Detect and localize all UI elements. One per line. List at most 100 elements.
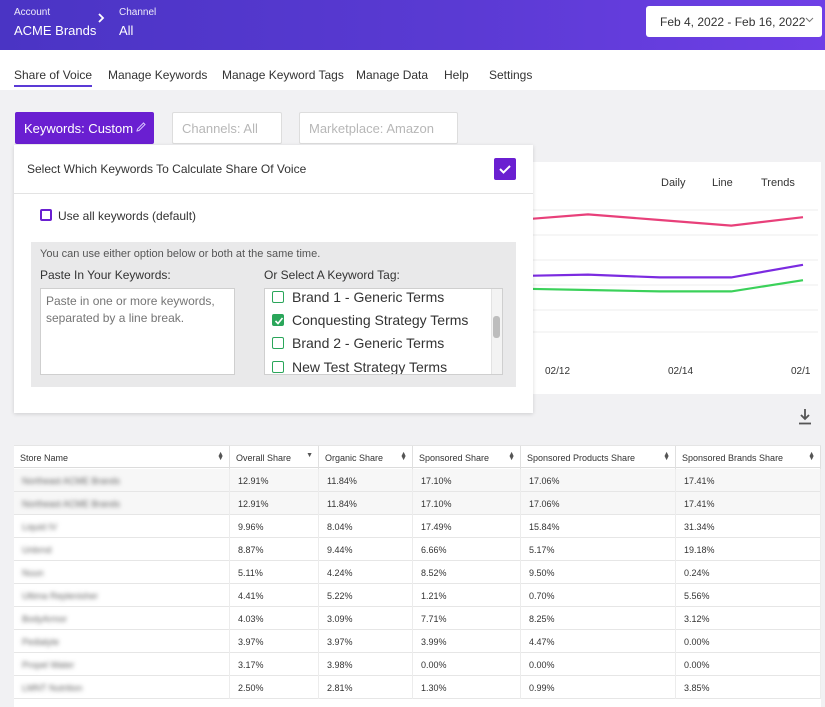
tab-settings[interactable]: Settings: [489, 68, 533, 82]
table-row[interactable]: Pedialyte 3.97% 3.97% 3.99% 4.47% 0.00%: [14, 630, 821, 653]
scrollbar-thumb[interactable]: [493, 316, 500, 338]
share-value: 11.84%: [327, 475, 357, 486]
daily-toggle[interactable]: Daily: [661, 177, 686, 189]
col-organic-share-header[interactable]: Organic Share ▲ ▼: [319, 446, 413, 469]
tag-checkbox[interactable]: [272, 291, 284, 303]
table-row[interactable]: Northeast ACME Brands 12.91% 11.84% 17.10% 1…: [14, 492, 821, 515]
share-value: 9.50%: [529, 567, 555, 578]
tag-option-brand-1[interactable]: Brand 1 - Generic Terms: [272, 289, 444, 305]
share-value: 5.56%: [684, 590, 710, 601]
sort-icon[interactable]: ▲ ▼: [808, 451, 815, 462]
store-name: BodyArmor: [22, 613, 68, 624]
table-cell: Pedialyte: [14, 630, 230, 653]
sort-icon[interactable]: ▲ ▼: [508, 451, 515, 462]
table-cell: 5.17%: [521, 538, 676, 561]
table-row[interactable]: Unbrnd 8.87% 9.44% 6.66% 5.17% 19.18%: [14, 538, 821, 561]
sort-desc-icon[interactable]: ▼: [306, 452, 313, 459]
line-toggle[interactable]: Line: [712, 177, 733, 189]
table-cell: 3.85%: [676, 676, 821, 699]
share-value: 8.87%: [238, 544, 264, 555]
table-cell: 6.66%: [413, 538, 521, 561]
check-icon: [499, 165, 511, 174]
use-all-keywords-checkbox[interactable]: [40, 209, 52, 221]
table-row[interactable]: LMNT Nutrition 2.50% 2.81% 1.30% 0.99% 3.85%: [14, 676, 821, 699]
table-cell: 8.87%: [230, 538, 319, 561]
paste-keywords-label: Paste In Your Keywords:: [40, 268, 171, 282]
tab-manage-data[interactable]: Manage Data: [356, 68, 429, 82]
share-value: 3.99%: [421, 636, 447, 647]
date-range-text: Feb 4, 2022 - Feb 16, 2022: [660, 14, 806, 29]
account-selector[interactable]: Account ACME Brands: [14, 7, 96, 41]
store-name: Propel Water: [22, 659, 75, 670]
share-value: 17.06%: [529, 475, 560, 486]
store-name: Liquid IV: [22, 521, 58, 532]
table-cell: 3.17%: [230, 653, 319, 676]
share-value: 3.09%: [327, 613, 353, 624]
x-tick-label: 02/12: [545, 366, 571, 377]
check-icon: [274, 317, 284, 325]
keyword-tag-list[interactable]: Brand 1 - Generic Terms Conquesting Stra…: [264, 288, 503, 375]
share-value: 5.11%: [238, 567, 263, 578]
table-cell: 12.91%: [230, 492, 319, 515]
tag-label: Conquesting Strategy Terms: [292, 312, 469, 328]
column-header-label: Sponsored Brands Share: [682, 452, 784, 463]
table-row[interactable]: Liquid IV 9.96% 8.04% 17.49% 15.84% 31.34%: [14, 515, 821, 538]
col-sponsored-brands-share-header[interactable]: Sponsored Brands Share ▲ ▼: [676, 446, 821, 469]
tag-list-scrollbar[interactable]: [491, 289, 502, 374]
share-value: 5.17%: [529, 544, 555, 555]
marketplace-filter[interactable]: Marketplace: Amazon: [299, 112, 458, 144]
table-cell: 17.10%: [413, 492, 521, 515]
trends-toggle[interactable]: Trends: [761, 177, 795, 189]
share-value: 19.18%: [684, 544, 715, 555]
share-value: 3.85%: [684, 682, 710, 693]
sort-icon[interactable]: ▲ ▼: [400, 451, 407, 462]
tag-checkbox[interactable]: [272, 337, 284, 349]
tab-manage-keyword-tags[interactable]: Manage Keyword Tags: [222, 68, 344, 82]
paste-keywords-textarea[interactable]: [40, 288, 235, 375]
sort-icon[interactable]: ▲ ▼: [217, 451, 224, 462]
table-cell: 31.34%: [676, 515, 821, 538]
table-cell: 0.00%: [676, 653, 821, 676]
share-value: 4.24%: [327, 567, 353, 578]
col-store-name-header[interactable]: Store Name ▲ ▼: [14, 446, 230, 469]
tab-help[interactable]: Help: [444, 68, 469, 82]
keywords-filter-button[interactable]: Keywords: Custom: [15, 112, 154, 144]
table-cell: 1.30%: [413, 676, 521, 699]
top-header: Account ACME Brands Channel All Feb 4, 2…: [0, 0, 825, 50]
table-cell: 9.44%: [319, 538, 413, 561]
tag-option-brand-2[interactable]: Brand 2 - Generic Terms: [272, 335, 444, 351]
col-sponsored-products-share-header[interactable]: Sponsored Products Share ▲ ▼: [521, 446, 676, 469]
table-cell: 0.70%: [521, 584, 676, 607]
share-value: 11.84%: [327, 498, 357, 509]
share-value: 1.30%: [421, 682, 447, 693]
table-cell: 7.71%: [413, 607, 521, 630]
tag-checkbox-checked[interactable]: [272, 314, 284, 326]
sort-icon[interactable]: ▲ ▼: [663, 451, 670, 462]
date-range-picker[interactable]: Feb 4, 2022 - Feb 16, 2022: [646, 6, 822, 37]
col-sponsored-share-header[interactable]: Sponsored Share ▲ ▼: [413, 446, 521, 469]
table-row[interactable]: Northeast ACME Brands 12.91% 11.84% 17.10% 1…: [14, 469, 821, 492]
col-overall-share-header[interactable]: Overall Share ▼: [230, 446, 319, 469]
download-icon[interactable]: [797, 408, 813, 426]
tab-manage-keywords[interactable]: Manage Keywords: [108, 68, 208, 82]
table-row[interactable]: BodyArmor 4.03% 3.09% 7.71% 8.25% 3.12%: [14, 607, 821, 630]
tag-option-conquesting[interactable]: Conquesting Strategy Terms: [272, 312, 468, 328]
share-value: 4.41%: [238, 590, 264, 601]
table-cell: 12.91%: [230, 469, 319, 492]
tag-checkbox[interactable]: [272, 361, 284, 373]
table-row[interactable]: Propel Water 3.17% 3.98% 0.00% 0.00% 0.00%: [14, 653, 821, 676]
share-value: 17.41%: [684, 498, 715, 509]
table-row[interactable]: Ultima Replenisher 4.41% 5.22% 1.21% 0.70% 5.…: [14, 584, 821, 607]
channel-selector[interactable]: Channel All: [119, 7, 156, 41]
channels-filter[interactable]: Channels: All: [172, 112, 282, 144]
table-cell: 5.11%: [230, 561, 319, 584]
table-cell: 3.97%: [319, 630, 413, 653]
tab-share-of-voice[interactable]: Share of Voice: [14, 68, 93, 87]
column-header-label: Sponsored Share: [419, 452, 490, 463]
table-cell: Nuun: [14, 561, 230, 584]
table-row[interactable]: Nuun 5.11% 4.24% 8.52% 9.50% 0.24%: [14, 561, 821, 584]
pencil-icon: [136, 122, 146, 132]
popup-title: Select Which Keywords To Calculate Share…: [27, 162, 307, 176]
tag-option-new-test[interactable]: New Test Strategy Terms: [272, 359, 447, 374]
confirm-checkbox[interactable]: [494, 158, 516, 180]
